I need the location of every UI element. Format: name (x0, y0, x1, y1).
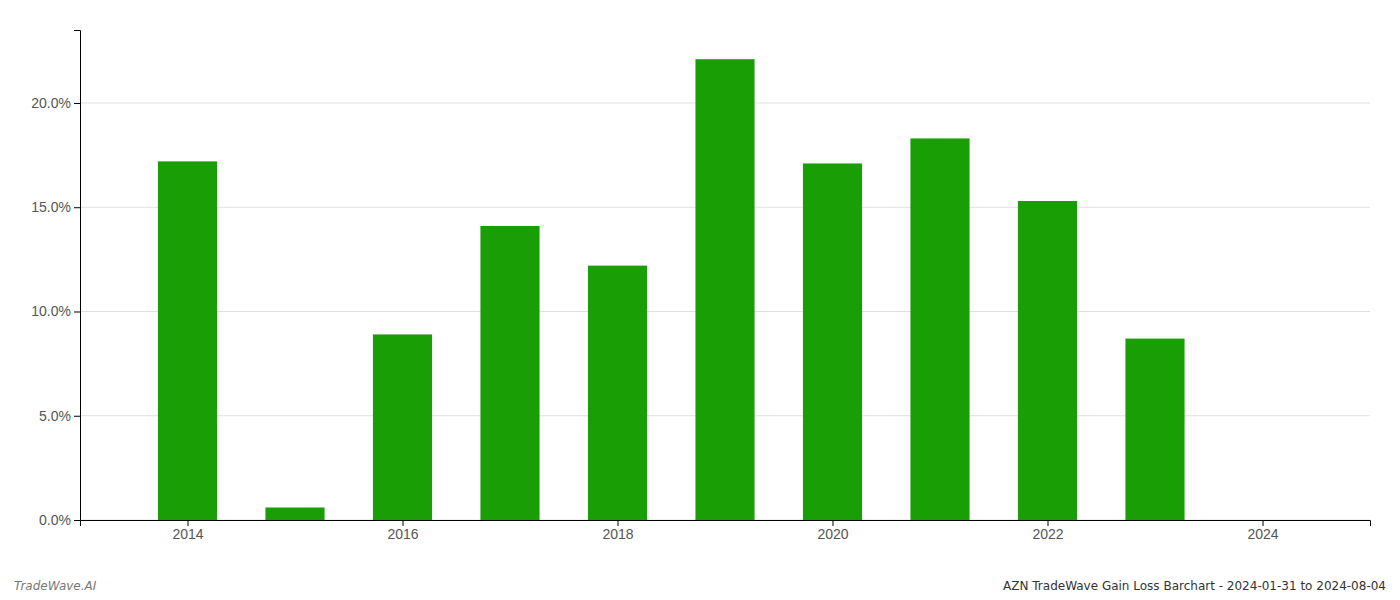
y-axis: 0.0% 5.0% 10.0% 15.0% 20.0% (31, 31, 80, 528)
tick: 2020 (817, 520, 848, 542)
bar (480, 226, 539, 520)
axis-line (81, 521, 1371, 527)
tick-mark (74, 520, 80, 521)
tick-label: 5.0% (39, 408, 71, 424)
tick: 15.0% (31, 199, 80, 215)
bar (803, 163, 862, 520)
tick-label: 2024 (1247, 526, 1278, 542)
tick-mark (74, 207, 80, 208)
plot: 0.0%5.0%10.0%15.0%20.0%20142016201820202… (31, 31, 1370, 542)
tick-label: 2016 (387, 526, 418, 542)
bar (158, 161, 217, 520)
tick-label: 15.0% (31, 199, 71, 215)
bar (695, 59, 754, 520)
tick-label: 10.0% (31, 303, 71, 319)
chart: 0.0%5.0%10.0%15.0%20.0%20142016201820202… (0, 0, 1400, 600)
tick-label: 20.0% (31, 95, 71, 111)
tick-label: 2020 (817, 526, 848, 542)
x-axis: 2014 2016 2018 2020 2022 2024 (81, 520, 1371, 542)
tick-mark (74, 416, 80, 417)
tick: 5.0% (39, 408, 80, 424)
tick: 2016 (387, 520, 418, 542)
tick-label: 0.0% (39, 512, 71, 528)
bar (588, 266, 647, 520)
footer-right: AZN TradeWave Gain Loss Barchart - 2024-… (1003, 579, 1386, 593)
tick-mark (74, 103, 80, 104)
bar (1125, 339, 1184, 520)
tick: 20.0% (31, 95, 80, 111)
tick: 2018 (602, 520, 633, 542)
bar (265, 507, 324, 520)
tick: 2022 (1032, 520, 1063, 542)
bar (373, 334, 432, 520)
tick-label: 2014 (172, 526, 203, 542)
footer-left: TradeWave.AI (14, 579, 97, 593)
tick-label: 2022 (1032, 526, 1063, 542)
tick: 0.0% (39, 512, 80, 528)
bars (158, 59, 1185, 520)
bar (910, 138, 969, 520)
tick: 10.0% (31, 303, 80, 319)
tick-label: 2018 (602, 526, 633, 542)
tick: 2024 (1247, 520, 1278, 542)
axis-line (74, 31, 81, 521)
tick-mark (74, 311, 80, 312)
tick: 2014 (172, 520, 203, 542)
bar (1018, 201, 1077, 520)
